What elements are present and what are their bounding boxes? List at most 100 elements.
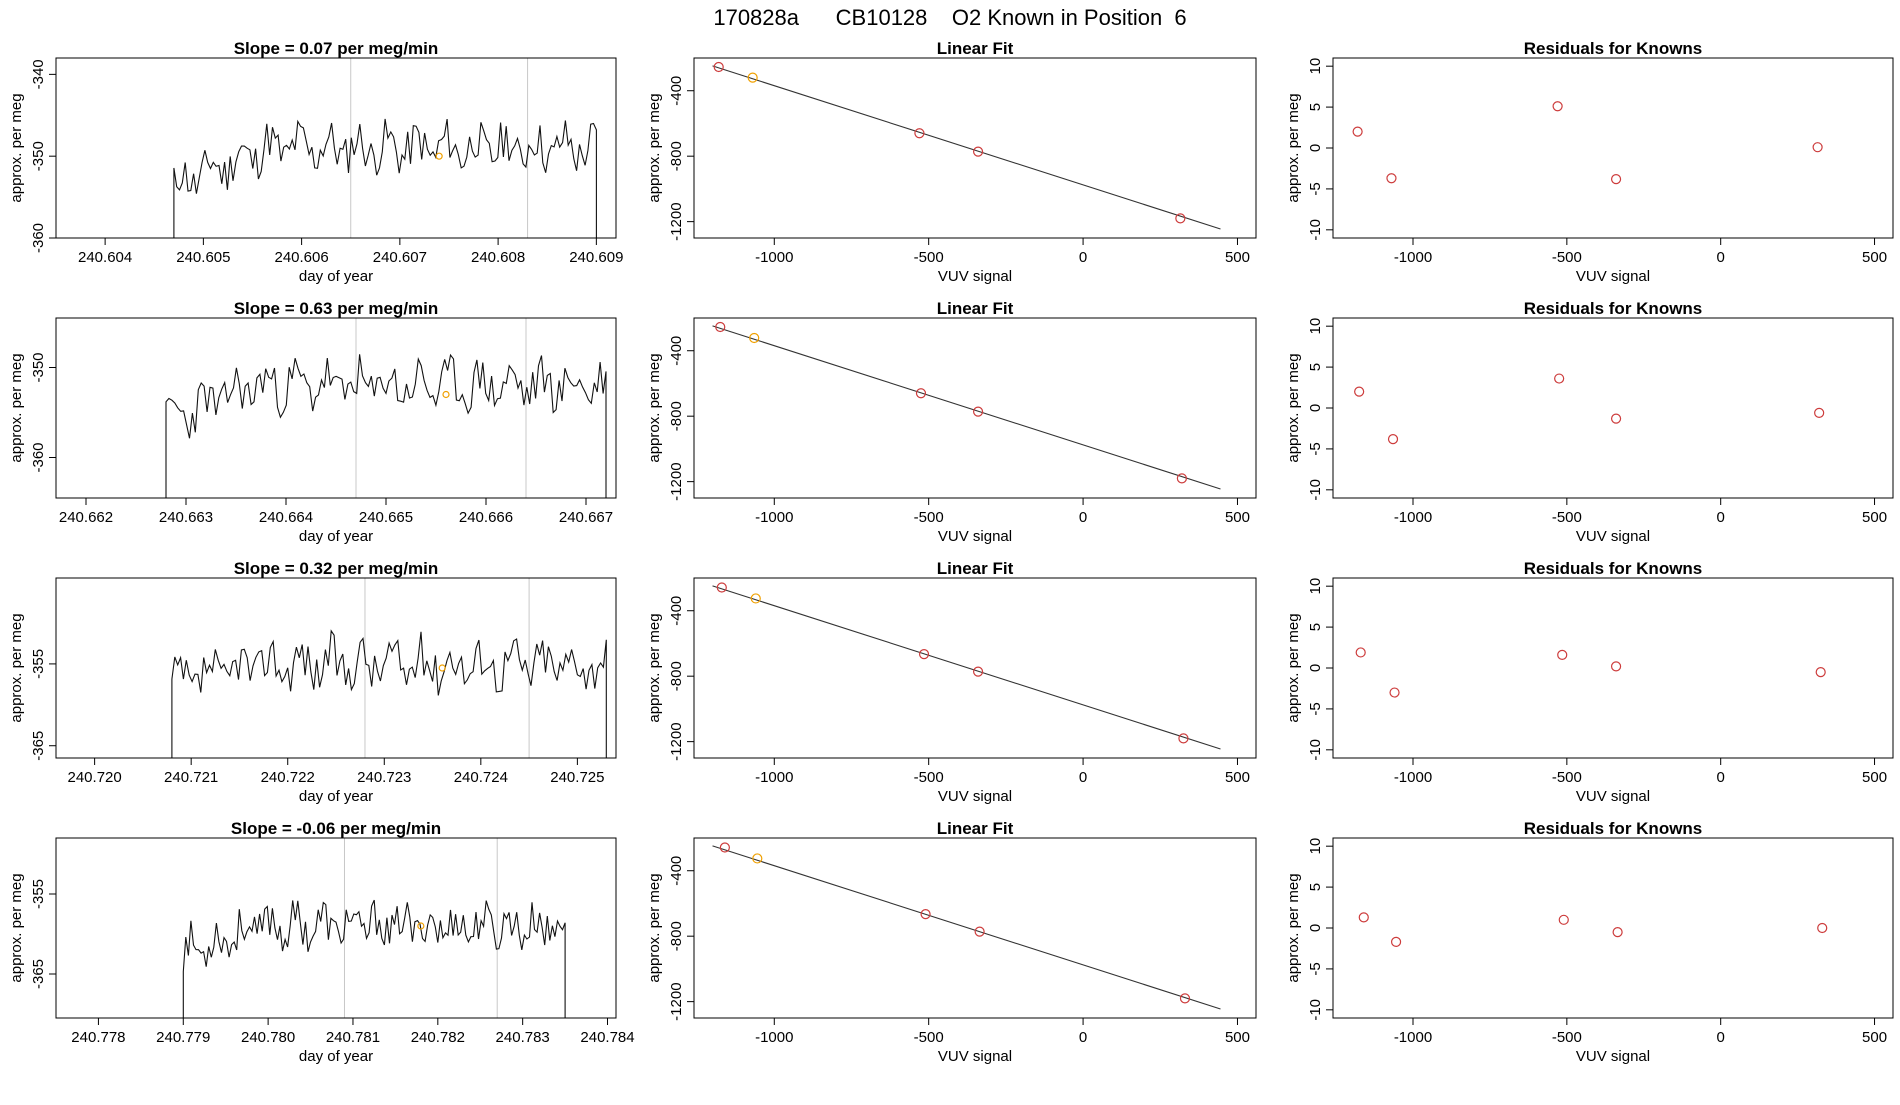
y-tick-label: -10 xyxy=(1307,479,1324,501)
data-point xyxy=(920,908,931,920)
x-tick-label: -500 xyxy=(1552,769,1582,786)
data-point xyxy=(1815,666,1826,678)
data-point xyxy=(747,72,758,83)
x-tick-label: 0 xyxy=(1717,249,1725,266)
data-point xyxy=(749,332,760,344)
panel-9: -1000 -500 0 500 -10 -5 0 5 10 Residuals for Know… xyxy=(1285,559,1894,805)
panel-marks xyxy=(171,629,607,758)
x-axis-label: VUV signal xyxy=(938,788,1012,805)
panel-marks xyxy=(712,321,1221,490)
y-tick-label: -800 xyxy=(668,921,685,951)
panel-marks xyxy=(712,842,1221,1010)
data-point xyxy=(915,388,927,399)
y-tick-label: -355 xyxy=(30,649,47,679)
data-point xyxy=(1612,926,1623,938)
data-point xyxy=(1557,649,1568,661)
y-tick-label: -800 xyxy=(668,141,685,171)
x-tick-label: -500 xyxy=(914,1029,944,1046)
x-tick-label: 500 xyxy=(1225,769,1250,786)
plot-frame xyxy=(1332,577,1894,759)
x-tick-label: 240.723 xyxy=(357,769,411,786)
data-point xyxy=(972,666,984,677)
data-point xyxy=(1390,936,1402,948)
y-tick-label: -1200 xyxy=(668,722,685,760)
x-axis-label: day of year xyxy=(299,1048,373,1065)
data-point xyxy=(1610,661,1622,672)
panel-title: Slope = 0.63 per meg/min xyxy=(234,299,439,318)
y-tick-label: 5 xyxy=(1307,363,1324,371)
y-tick-label: -350 xyxy=(30,352,47,382)
signal-trace xyxy=(173,118,597,238)
y-tick-label: -1200 xyxy=(668,982,685,1020)
x-tick-label: 500 xyxy=(1225,1029,1250,1046)
panel-3: -1000 -500 0 500 -10 -5 0 5 10 Residuals for Know… xyxy=(1285,39,1894,285)
data-point xyxy=(1175,213,1186,224)
panel-2: -1000 -500 0 500 -1200 -800 -400 Linear Fit VUV … xyxy=(646,39,1257,285)
y-tick-label: -5 xyxy=(1307,182,1324,195)
plot-frame xyxy=(693,57,1257,239)
data-point xyxy=(1352,126,1363,137)
x-tick-label: -500 xyxy=(914,249,944,266)
data-point xyxy=(1610,413,1622,424)
x-tick-label: -500 xyxy=(914,509,944,526)
y-tick-label: 5 xyxy=(1307,623,1324,631)
x-axis-label: day of year xyxy=(299,788,373,805)
y-tick-label: 5 xyxy=(1307,883,1324,891)
signal-trace xyxy=(171,629,607,758)
x-tick-label: 500 xyxy=(1862,769,1887,786)
panel-12: -1000 -500 0 500 -10 -5 0 5 10 Residuals for Know… xyxy=(1285,819,1894,1065)
data-point xyxy=(1610,173,1622,185)
y-axis-label: approx. per meg xyxy=(8,93,25,202)
x-tick-label: 240.722 xyxy=(261,769,315,786)
data-point xyxy=(1558,914,1569,925)
x-tick-label: 240.783 xyxy=(496,1029,550,1046)
panel-title: Residuals for Knowns xyxy=(1524,819,1703,838)
x-tick-label: 240.778 xyxy=(71,1029,125,1046)
panel-title: Slope = 0.07 per meg/min xyxy=(234,39,439,58)
panel-title: Linear Fit xyxy=(937,299,1014,318)
data-point xyxy=(1389,687,1400,698)
data-point xyxy=(974,926,985,937)
panel-title: Slope = -0.06 per meg/min xyxy=(231,819,441,838)
x-axis-label: VUV signal xyxy=(1576,268,1650,285)
y-axis-label: approx. per meg xyxy=(1285,353,1302,462)
y-tick-label: 0 xyxy=(1307,144,1324,152)
y-axis-label: approx. per meg xyxy=(1285,93,1302,202)
x-tick-label: 0 xyxy=(1079,249,1087,266)
plot-frame xyxy=(693,837,1257,1019)
signal-trace xyxy=(165,353,607,498)
y-tick-label: -800 xyxy=(668,401,685,431)
panel-marks xyxy=(182,899,566,1018)
plot-frame xyxy=(55,57,617,239)
x-tick-label: 240.605 xyxy=(176,249,230,266)
data-point xyxy=(918,648,930,660)
plot-frame xyxy=(693,317,1257,499)
panel-6: -1000 -500 0 500 -10 -5 0 5 10 Residuals for Know… xyxy=(1285,299,1894,545)
x-tick-label: 240.662 xyxy=(59,509,113,526)
panel-11: -1000 -500 0 500 -1200 -800 -400 Linear Fit VUV … xyxy=(646,819,1257,1065)
data-point xyxy=(716,582,727,593)
y-tick-label: -400 xyxy=(668,336,685,366)
x-tick-label: 0 xyxy=(1079,1029,1087,1046)
panel-title: Residuals for Knowns xyxy=(1524,559,1703,578)
panel-marks xyxy=(1355,647,1826,698)
highlight-point xyxy=(442,390,450,399)
y-axis-label: approx. per meg xyxy=(646,353,663,462)
x-tick-label: 0 xyxy=(1717,769,1725,786)
x-tick-label: 240.608 xyxy=(471,249,525,266)
panel-7: 240.720 240.721 240.722 240.723 240.724 240.7… xyxy=(8,559,617,805)
x-tick-label: 500 xyxy=(1862,1029,1887,1046)
fit-line xyxy=(712,325,1221,490)
x-tick-label: 240.721 xyxy=(164,769,218,786)
data-point xyxy=(1386,173,1397,184)
fit-line xyxy=(712,845,1221,1010)
y-tick-label: 10 xyxy=(1307,58,1324,75)
data-point xyxy=(1552,101,1563,112)
plot-frame xyxy=(55,317,617,499)
panel-marks xyxy=(712,582,1221,750)
y-tick-label: -10 xyxy=(1307,999,1324,1021)
x-tick-label: -1000 xyxy=(1394,249,1432,266)
x-tick-label: 240.609 xyxy=(569,249,623,266)
x-tick-label: 240.784 xyxy=(580,1029,634,1046)
x-tick-label: -1000 xyxy=(755,769,793,786)
